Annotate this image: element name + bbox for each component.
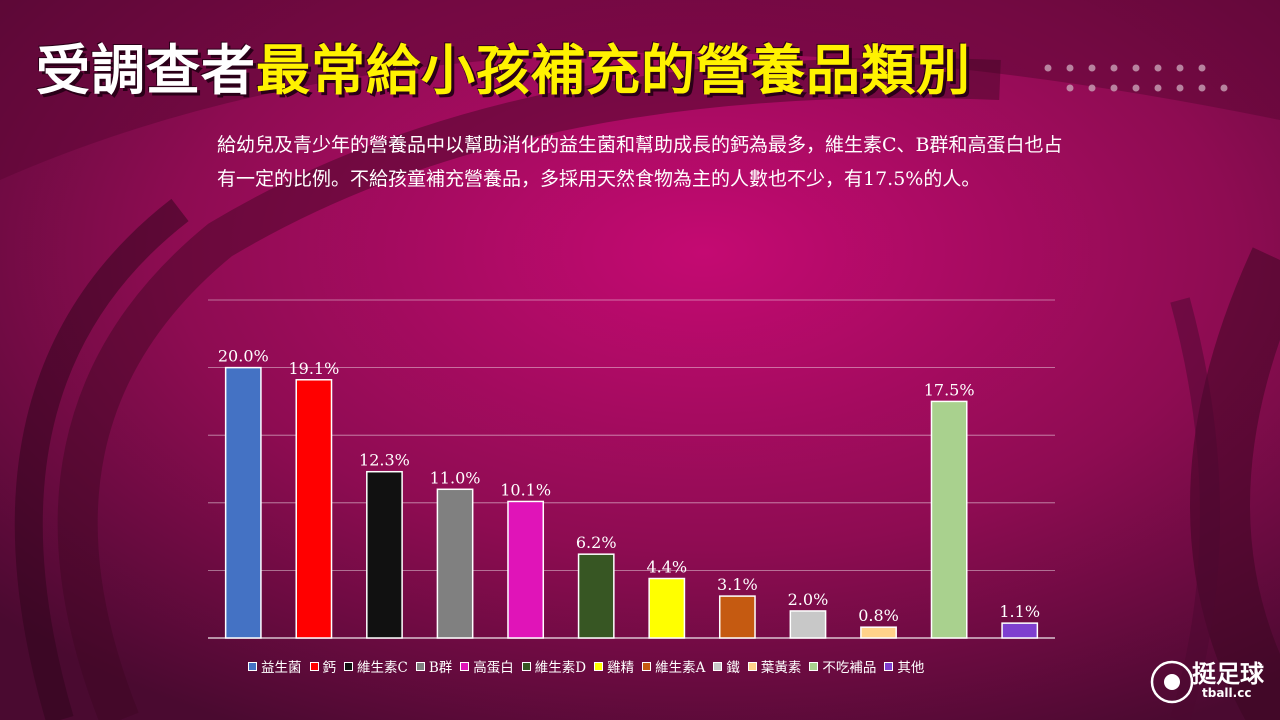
legend-item: 鈣 — [309, 656, 337, 676]
legend-item: 益生菌 — [248, 656, 302, 676]
legend-item: 鐵 — [713, 656, 740, 676]
page-title: 受調查者最常給小孩補充的營養品類別 — [36, 26, 971, 105]
legend-swatch — [642, 661, 652, 671]
bar-不吃補品 — [930, 400, 968, 639]
bar-B群 — [436, 488, 474, 639]
chart-legend: 益生菌 鈣 維生素C B群 高蛋白 維生素D 雞精 維生素A 鐵 葉黃素 不吃補品 其他 — [248, 656, 1048, 676]
decorative-dot — [1220, 84, 1228, 92]
data-label: 1.1% — [999, 602, 1040, 621]
legend-item: 其他 — [884, 656, 924, 676]
bar-鐵 — [789, 610, 827, 639]
data-label: 11.0% — [430, 468, 481, 487]
legend-label: 葉黃素 — [760, 660, 802, 676]
legend-swatch — [521, 661, 531, 671]
data-label: 10.1% — [500, 480, 551, 499]
title-part-2: 最常給小孩補充的營養品類別 — [256, 39, 971, 102]
decorative-dot — [1066, 64, 1074, 72]
decorative-dot — [1176, 64, 1184, 72]
legend-swatch — [747, 661, 757, 671]
legend-item: 不吃補品 — [809, 656, 876, 676]
legend-label: 雞精 — [607, 660, 635, 676]
legend-item: 雞精 — [594, 656, 634, 676]
bar-chart: 20.0% 19.1% 12.3% 11.0% 10.1% 6.2% 4.4% 3.1% 2.0… — [208, 299, 1055, 639]
legend-label: 高蛋白 — [473, 660, 514, 676]
decorative-dot — [1066, 84, 1074, 92]
bar-益生菌 — [224, 366, 262, 639]
legend-item: 維生素C — [344, 656, 408, 676]
bar-其他 — [1001, 622, 1039, 639]
data-label: 12.3% — [359, 451, 410, 470]
legend-swatch — [809, 661, 819, 671]
legend-label: 維生素D — [534, 660, 587, 676]
bar-維生素A — [718, 595, 756, 639]
bar-雞精 — [648, 577, 686, 639]
decorative-dot — [1132, 64, 1140, 72]
legend-swatch — [248, 661, 257, 671]
logo-subtext: tball.cc — [1202, 686, 1252, 700]
decorative-dot — [1088, 84, 1096, 92]
bar-維生素D — [577, 553, 615, 639]
decorative-dot — [1154, 64, 1162, 72]
bar-鈣 — [295, 379, 333, 639]
title-part-1: 受調查者 — [36, 39, 256, 102]
data-label: 19.1% — [288, 359, 339, 378]
legend-item: 維生素A — [642, 656, 705, 676]
data-label: 4.4% — [646, 558, 687, 577]
legend-swatch — [309, 661, 319, 671]
decorative-dot — [1044, 64, 1052, 72]
decorative-dots — [1044, 64, 1228, 92]
legend-swatch — [884, 661, 894, 671]
logo-text: 挺足球 — [1192, 660, 1264, 688]
legend-label: 鐵 — [726, 660, 740, 676]
data-label: 0.8% — [858, 606, 899, 625]
decorative-dot — [1110, 64, 1118, 72]
data-label: 17.5% — [924, 380, 975, 399]
decorative-dot — [1110, 84, 1118, 92]
decorative-dot — [1154, 84, 1162, 92]
legend-label: 益生菌 — [261, 660, 302, 676]
legend-label: 其他 — [897, 660, 925, 676]
legend-item: 維生素D — [521, 656, 587, 676]
legend-item: B群 — [415, 656, 453, 676]
data-label: 6.2% — [576, 533, 617, 552]
legend-label: 鈣 — [322, 660, 337, 676]
decorative-dot — [1132, 84, 1140, 92]
description-text: 給幼兒及青少年的營養品中以幫助消化的益生菌和幫助成長的鈣為最多，維生素C、B群和… — [217, 134, 1063, 190]
data-label: 20.0% — [218, 347, 269, 366]
decorative-dot — [1088, 64, 1096, 72]
legend-swatch — [594, 661, 604, 671]
bar-葉黃素 — [860, 626, 897, 639]
decorative-dot — [1176, 84, 1184, 92]
legend-swatch — [344, 661, 353, 671]
bar-高蛋白 — [507, 500, 545, 639]
data-label: 2.0% — [788, 590, 829, 609]
logo-mark — [1150, 660, 1194, 704]
legend-swatch — [713, 661, 723, 671]
legend-item: 葉黃素 — [747, 656, 802, 676]
legend-label: 不吃補品 — [822, 660, 877, 676]
legend-label: B群 — [428, 660, 453, 676]
decorative-dot — [1198, 84, 1206, 92]
data-label: 3.1% — [717, 575, 758, 594]
legend-label: 維生素A — [655, 660, 706, 676]
legend-label: 維生素C — [357, 660, 408, 676]
legend-item: 高蛋白 — [460, 656, 514, 676]
legend-swatch — [415, 661, 425, 671]
legend-swatch — [460, 661, 470, 671]
bar-維生素C — [366, 470, 403, 639]
decorative-dot — [1198, 64, 1206, 72]
